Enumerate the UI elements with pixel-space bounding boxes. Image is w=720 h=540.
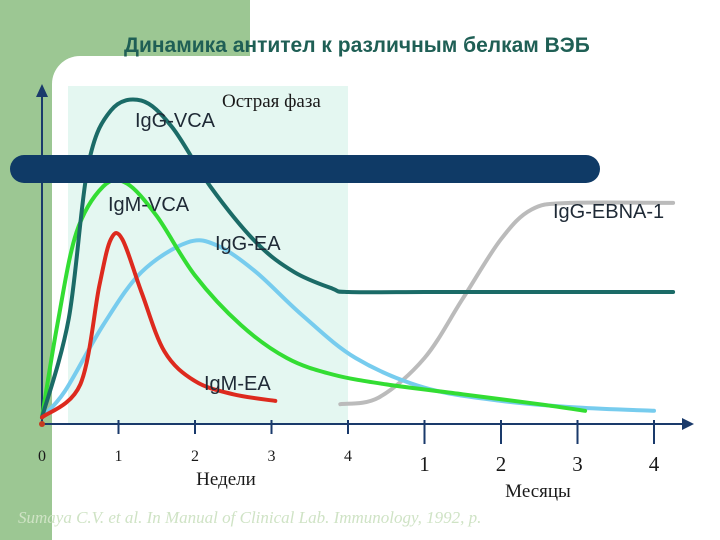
x-axis-label-weeks: Недели xyxy=(196,469,256,490)
x-tick-label-month: 1 xyxy=(419,452,430,476)
x-tick-label-week: 3 xyxy=(268,448,276,465)
acute-phase-label: Острая фаза xyxy=(222,91,321,112)
series-label-igg-ebna-1: IgG-EBNA-1 xyxy=(553,201,664,223)
acute-phase-bar xyxy=(10,155,600,183)
acute-phase-area xyxy=(68,86,348,424)
x-tick-label-month: 2 xyxy=(496,452,507,476)
series-label-igm-vca: IgM-VCA xyxy=(108,194,190,216)
slide-title: Динамика антител к различным белкам ВЭБ xyxy=(124,34,590,57)
x-tick-label-month: 4 xyxy=(649,452,660,476)
x-tick-label-week: 1 xyxy=(115,448,123,465)
series-line-igm-vca xyxy=(40,177,588,420)
series-line-igg-ebna-1 xyxy=(338,200,676,407)
x-tick-label-week: 0 xyxy=(38,448,46,465)
origin-point xyxy=(39,421,45,427)
citation-text: Sumaya C.V. et al. In Manual of Clinical… xyxy=(18,508,482,527)
series-label-igm-ea: IgM-EA xyxy=(204,373,271,395)
x-axis-label-months: Месяцы xyxy=(505,481,571,502)
series-line-igm-ea xyxy=(40,231,278,420)
x-tick-label-week: 2 xyxy=(191,448,199,465)
y-axis-arrow-icon xyxy=(36,84,48,97)
x-axis-arrow-icon xyxy=(682,418,694,430)
x-tick-label-week: 4 xyxy=(344,448,352,465)
series-label-igg-vca: IgG-VCA xyxy=(135,110,216,132)
series-label-igg-ea: IgG-EA xyxy=(215,233,281,255)
x-tick-label-month: 3 xyxy=(572,452,583,476)
